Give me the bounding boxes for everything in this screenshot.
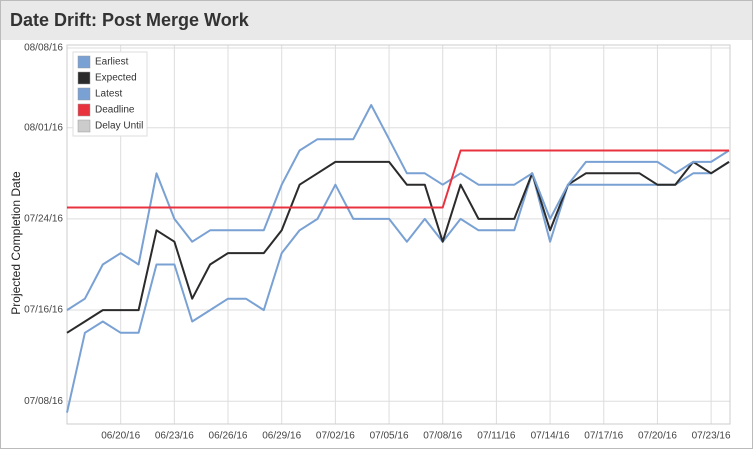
chart-title: Date Drift: Post Merge Work [10, 10, 250, 30]
series-line [66, 161, 730, 413]
series-line [67, 149, 729, 209]
legend-swatch [77, 87, 91, 101]
x-tick-label: 07/11/16 [477, 431, 516, 442]
x-tick-label: 07/02/16 [316, 431, 355, 442]
legend-label: Expected [95, 73, 137, 84]
y-tick-label: 08/01/16 [24, 122, 63, 133]
series-line [66, 160, 730, 334]
legend-label: Deadline [95, 105, 135, 116]
x-tick-label: 06/23/16 [155, 431, 194, 442]
y-tick-label: 07/08/16 [24, 396, 63, 407]
x-tick-label: 06/29/16 [262, 431, 301, 442]
legend-label: Delay Until [95, 121, 143, 132]
y-tick-label: 08/08/16 [24, 43, 63, 54]
legend-label: Latest [95, 89, 122, 100]
legend-swatch [77, 55, 91, 69]
header-bar [1, 1, 752, 40]
series-line [66, 104, 730, 311]
y-tick-label: 07/16/16 [24, 305, 63, 316]
x-tick-label: 07/23/16 [692, 431, 731, 442]
x-tick-label: 06/26/16 [209, 431, 248, 442]
x-tick-label: 07/14/16 [531, 431, 570, 442]
legend-swatch [77, 103, 91, 117]
legend-label: Earliest [95, 57, 129, 68]
plot-border [66, 44, 731, 425]
x-tick-label: 07/17/16 [584, 431, 623, 442]
x-tick-label: 07/05/16 [370, 431, 409, 442]
x-tick-label: 06/20/16 [101, 431, 140, 442]
y-axis-label: Projected Completion Date [9, 171, 23, 315]
y-tick-label: 07/24/16 [24, 214, 63, 225]
x-tick-label: 07/20/16 [638, 431, 677, 442]
legend-swatch [77, 119, 91, 133]
x-tick-label: 07/08/16 [423, 431, 462, 442]
legend-swatch [77, 71, 91, 85]
